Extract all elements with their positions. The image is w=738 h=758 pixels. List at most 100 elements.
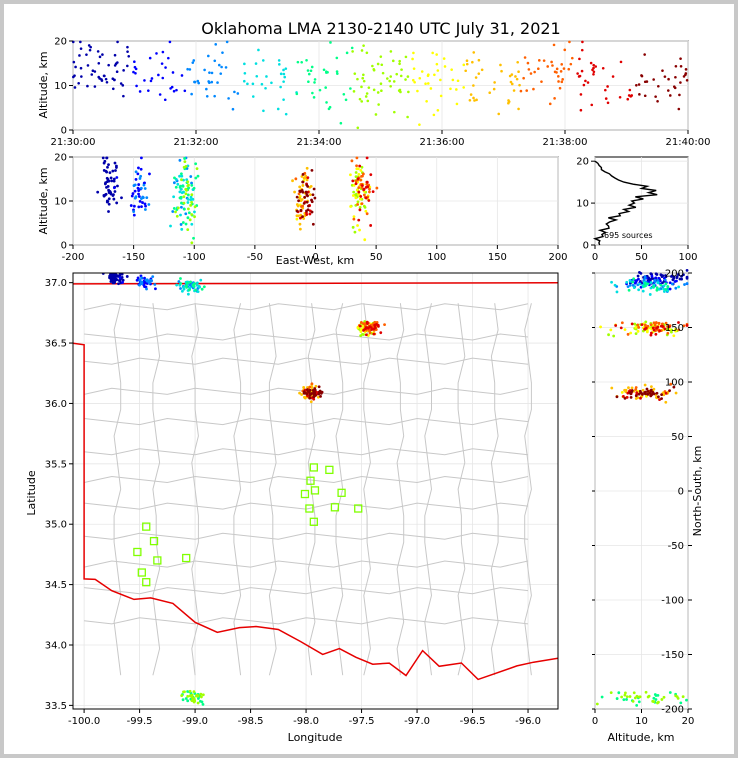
time-height-point — [431, 51, 434, 55]
north-south-point — [646, 390, 650, 393]
time-height-point — [168, 40, 172, 44]
east-west-point — [196, 174, 200, 178]
north-south-point — [685, 276, 689, 280]
east-west-point — [148, 172, 151, 176]
longitude-tick-label: -98.5 — [238, 716, 264, 727]
time-height-point — [582, 83, 586, 87]
time-height-point — [507, 100, 511, 103]
time-height-point — [260, 82, 264, 86]
time-height-point — [551, 64, 554, 67]
plan-view-point — [358, 324, 362, 328]
time-height-point — [472, 84, 475, 87]
time-height-point — [313, 78, 317, 81]
time-height-point — [684, 68, 688, 71]
time-height-point — [364, 95, 368, 98]
north-south-point — [677, 285, 681, 289]
plan-view-point — [198, 285, 201, 289]
time-height-point — [439, 78, 442, 82]
time-height-point — [362, 79, 366, 83]
north-south-tick-label: 100 — [665, 378, 684, 389]
north-south-point — [634, 397, 638, 400]
east-west-point — [193, 205, 197, 209]
north-south-point — [662, 284, 666, 288]
north-south-point — [623, 691, 627, 695]
lma-station-marker — [137, 568, 146, 577]
time-height-point — [101, 53, 104, 56]
time-height-point — [628, 88, 632, 92]
time-height-point — [404, 78, 407, 81]
north-south-point — [634, 280, 638, 284]
north-south-point — [664, 282, 668, 286]
time-height-point — [413, 80, 416, 84]
lma-station-marker — [300, 489, 310, 499]
time-height-point — [93, 85, 97, 88]
time-height-point — [210, 71, 214, 75]
north-south-point — [626, 332, 630, 336]
time-height-point — [214, 43, 218, 46]
north-south-point — [645, 387, 649, 391]
north-south-point — [664, 321, 668, 325]
east-west-point — [181, 221, 185, 224]
north-south-point — [615, 290, 619, 294]
east-west-altitude-tick-label: 0 — [61, 241, 67, 252]
east-west-point — [178, 185, 182, 189]
time-height-point — [100, 79, 104, 82]
time-height-point — [155, 52, 158, 55]
time-height-point — [558, 86, 562, 90]
time-height-point — [361, 76, 365, 80]
north-south-point — [619, 326, 623, 330]
east-west-point — [102, 193, 106, 197]
time-height-point — [400, 68, 403, 71]
time-height-point — [205, 94, 209, 98]
time-height-point — [349, 87, 352, 90]
north-south-point — [680, 274, 683, 278]
time-height-point — [277, 59, 281, 62]
east-west-point — [365, 212, 369, 216]
north-south-point — [637, 326, 641, 329]
plan-view-point — [317, 385, 321, 389]
north-south-point — [641, 289, 645, 293]
north-south-point — [660, 275, 664, 278]
time-height-point — [284, 112, 288, 116]
time-height-point — [203, 68, 206, 72]
north-south-point — [643, 284, 647, 288]
east-west-point — [298, 222, 302, 226]
east-west-point — [109, 176, 113, 180]
plan-view-point — [185, 281, 189, 285]
time-height-point — [436, 69, 440, 72]
east-west-point — [355, 167, 359, 171]
time-height-point — [465, 59, 469, 63]
east-west-point — [142, 183, 146, 187]
longitude-tick-label: -100.0 — [68, 716, 100, 727]
north-south-ylabel: North-South, km — [691, 446, 704, 537]
east-west-point — [360, 174, 363, 178]
plan-view-point — [145, 279, 149, 283]
east-west-point — [355, 156, 359, 160]
plan-view-point — [187, 288, 191, 292]
north-south-point — [655, 391, 659, 395]
east-west-point — [103, 182, 107, 186]
time-axis-tick-label: 21:34:00 — [297, 137, 342, 148]
north-south-point — [637, 695, 641, 699]
plan-view-point — [125, 275, 129, 278]
time-height-point — [312, 96, 316, 99]
time-height-point — [362, 44, 365, 47]
east-west-point — [359, 178, 363, 182]
lma-station-marker — [309, 517, 318, 526]
east-west-point — [185, 189, 188, 192]
plan-view-point — [107, 269, 110, 272]
plan-view-point — [186, 690, 190, 693]
north-south-point — [628, 278, 632, 282]
east-west-point — [190, 241, 194, 245]
time-height-point — [411, 78, 415, 82]
east-west-point — [139, 174, 143, 178]
east-west-point — [105, 199, 109, 203]
east-west-ticks: -200 -150 -100 -50 0 50 100 150 200 0 10 20 — [54, 153, 567, 264]
time-height-point — [552, 43, 556, 47]
north-south-point — [646, 392, 650, 396]
north-south-point — [613, 283, 617, 287]
north-south-point — [651, 277, 655, 281]
plan-view-point — [319, 394, 322, 398]
east-west-point — [101, 156, 105, 160]
east-west-point — [362, 193, 366, 197]
